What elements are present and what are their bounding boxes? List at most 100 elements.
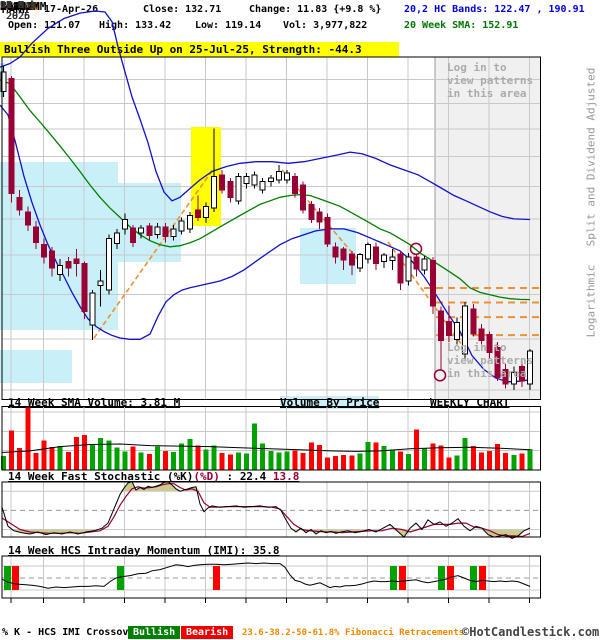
volume-sma-line xyxy=(1,443,531,453)
fibonacci-trendline xyxy=(93,167,215,339)
low-label: Low: 119.14 xyxy=(195,20,262,31)
volume-bar xyxy=(179,443,185,470)
volume-bar xyxy=(163,450,168,470)
candle-body xyxy=(32,226,39,244)
bullish-crossover-bar xyxy=(4,566,11,590)
volume-bar xyxy=(130,446,136,470)
price-tick-label: 245.21 xyxy=(0,0,40,13)
fibonacci-level-label: 151.68 xyxy=(0,0,40,13)
candle-body xyxy=(381,254,388,262)
pattern-login-line: Log in to xyxy=(447,341,507,354)
volume-bar xyxy=(341,455,347,470)
volume-bar xyxy=(49,447,55,470)
volume-bar xyxy=(389,449,395,470)
candle-body xyxy=(413,256,420,270)
volume-bar xyxy=(203,449,209,470)
candle-body xyxy=(146,225,153,237)
candle-body xyxy=(105,238,112,291)
candle-body xyxy=(332,246,339,258)
volume-bar xyxy=(65,451,71,470)
candle-body xyxy=(0,71,7,93)
stochastic-title-main: 14 Week Fast Stochastic (%K) xyxy=(8,470,194,483)
price-tick-label: 209.16 xyxy=(0,0,40,13)
hc-bands-label: 20,2 HC Bands: 122.47 , 190.91 xyxy=(404,4,585,15)
volume-bar xyxy=(511,455,517,470)
volume-bar xyxy=(146,454,152,470)
pattern-highlight[interactable] xyxy=(191,127,221,226)
candle-body xyxy=(470,308,477,335)
fibonacci-trendline xyxy=(387,241,463,346)
copyright-link[interactable]: ©HotCandlestick.com xyxy=(462,625,600,639)
x-label-date: 17-Apr xyxy=(0,0,37,11)
volume-bar xyxy=(333,456,339,470)
pattern-circle-marker[interactable] xyxy=(409,242,423,256)
volume-bar xyxy=(82,434,87,470)
candle-body xyxy=(211,176,218,209)
candle-body xyxy=(113,232,120,245)
pattern-login-top[interactable]: Log in to view patterns in this area xyxy=(447,61,533,100)
volume-by-price-label[interactable]: Volume By Price xyxy=(280,396,380,409)
pattern-banner[interactable]: Bullish Three Outside Up on 25-Jul-25, S… xyxy=(0,42,399,57)
stoch-tick-label: 50% xyxy=(0,0,20,13)
pattern-login-bottom[interactable]: Log in to view patterns in this area xyxy=(447,341,533,380)
candle-body xyxy=(478,328,485,341)
stochastic-title: 14 Week Fast Stochastic (%K)(%D) : 22.4 … xyxy=(8,470,299,483)
bearish-crossover-bar xyxy=(479,566,486,590)
volume-bar xyxy=(195,445,201,470)
bullish-crossover-bar xyxy=(438,566,445,590)
candle-body xyxy=(251,174,258,186)
volume-by-price-bar xyxy=(300,228,356,284)
candle-body xyxy=(324,216,331,245)
fibonacci-legend-label: 23.6-38.2-50-61.8% Fibonacci Retracement… xyxy=(242,628,465,638)
volume-bar xyxy=(470,446,476,470)
candle-body xyxy=(203,205,209,218)
volume-by-price-bar xyxy=(0,183,181,262)
candle-body xyxy=(356,254,363,269)
price-tick-label: 281.25 xyxy=(0,0,40,13)
stochastic-oversold-fill xyxy=(2,529,530,539)
x-label-date: 21-Feb xyxy=(0,0,37,11)
volume-bar xyxy=(268,450,274,470)
candle-body xyxy=(365,244,371,260)
pattern-login-line: Log in to xyxy=(447,61,507,74)
volume-bar xyxy=(422,448,428,470)
volume-bar xyxy=(171,451,177,470)
volume-bar xyxy=(244,453,249,470)
stochastic-k-value: 22.4 xyxy=(239,470,267,483)
candle-body xyxy=(316,211,323,223)
candle-body xyxy=(437,310,444,341)
pattern-login-line: view patterns xyxy=(447,354,534,367)
candle-body xyxy=(8,78,15,195)
volume-bar xyxy=(73,437,79,470)
x-label-date: 15-Aug xyxy=(0,0,37,11)
volume-bar xyxy=(17,448,23,470)
change-label: Change: 11.83 {+9.8 %} xyxy=(249,4,382,15)
volume-bar xyxy=(235,452,241,470)
volume-by-price-bar xyxy=(0,262,118,330)
stochastic-panel-border xyxy=(1,481,541,538)
volume-bar xyxy=(316,445,322,470)
x-label-date: 02-May xyxy=(0,0,37,11)
volume-bar xyxy=(373,442,379,470)
volume-bar xyxy=(300,453,306,470)
volume-bar xyxy=(527,448,533,470)
bearish-crossover-bar xyxy=(213,566,220,590)
candle-body xyxy=(397,253,404,284)
fibonacci-level-label: 138.60 xyxy=(0,0,40,13)
stochastic-title-sep: : xyxy=(219,470,240,483)
stoch-tick-label: 20% xyxy=(0,0,20,13)
candle-body xyxy=(243,176,250,184)
bearish-legend-chip: Bearish xyxy=(181,626,234,639)
candle-body xyxy=(162,226,169,238)
volume-bar xyxy=(430,443,436,470)
crossover-legend-label: % K - HCS IMI Crossover, xyxy=(2,627,147,638)
pattern-circle-marker[interactable] xyxy=(433,369,447,382)
candle-body xyxy=(267,177,274,183)
volume-by-price-bar xyxy=(0,162,118,183)
x-label-date: 06-Jun xyxy=(0,0,37,11)
x-label-date: 02-Jan xyxy=(0,0,37,11)
fibonacci-level-label: 157.92 xyxy=(0,0,40,13)
volume-bar xyxy=(219,453,225,470)
sma20-label: 20 Week SMA: 152.91 xyxy=(404,20,519,31)
